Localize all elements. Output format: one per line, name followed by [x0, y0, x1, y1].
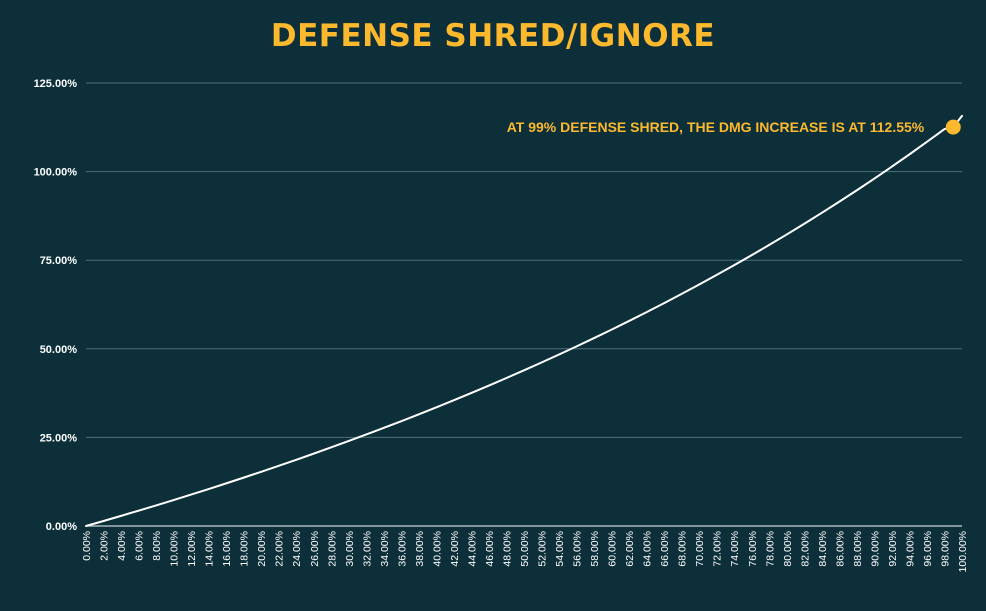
- x-tick-label: 74.00%: [729, 531, 741, 567]
- x-tick-label: 76.00%: [747, 531, 759, 567]
- x-tick-label: 30.00%: [344, 531, 356, 567]
- x-tick-label: 18.00%: [239, 531, 251, 567]
- x-tick-label: 6.00%: [134, 531, 146, 561]
- x-tick-label: 24.00%: [291, 531, 303, 567]
- x-tick-label: 4.00%: [116, 531, 128, 561]
- x-tick-label: 8.00%: [151, 531, 163, 561]
- x-tick-label: 46.00%: [484, 531, 496, 567]
- y-tick-label: 75.00%: [40, 255, 78, 267]
- x-tick-label: 40.00%: [431, 531, 443, 567]
- x-tick-label: 38.00%: [414, 531, 426, 567]
- x-tick-label: 0.00%: [81, 531, 93, 561]
- x-tick-label: 28.00%: [326, 531, 338, 567]
- x-tick-label: 36.00%: [396, 531, 408, 567]
- x-tick-label: 94.00%: [904, 531, 916, 567]
- x-tick-label: 44.00%: [466, 531, 478, 567]
- y-tick-label: 25.00%: [40, 432, 78, 444]
- x-tick-label: 60.00%: [607, 531, 619, 567]
- x-tick-label: 58.00%: [589, 531, 601, 567]
- x-tick-label: 86.00%: [834, 531, 846, 567]
- y-tick-label: 50.00%: [40, 344, 78, 356]
- highlight-point: [945, 119, 961, 135]
- x-tick-label: 96.00%: [922, 531, 934, 567]
- series-line: [85, 114, 963, 527]
- x-tick-label: 20.00%: [256, 531, 268, 567]
- x-tick-label: 32.00%: [361, 531, 373, 567]
- x-tick-label: 22.00%: [274, 531, 286, 567]
- x-tick-label: 92.00%: [887, 531, 899, 567]
- x-tick-label: 62.00%: [624, 531, 636, 567]
- x-tick-label: 50.00%: [519, 531, 531, 567]
- x-tick-label: 34.00%: [379, 531, 391, 567]
- x-tick-label: 48.00%: [501, 531, 513, 567]
- x-tick-label: 52.00%: [537, 531, 549, 567]
- x-tick-label: 12.00%: [186, 531, 198, 567]
- x-tick-label: 88.00%: [852, 531, 864, 567]
- annotation-label: AT 99% DEFENSE SHRED, THE DMG INCREASE I…: [507, 119, 925, 135]
- x-tick-label: 84.00%: [817, 531, 829, 567]
- x-tick-label: 56.00%: [572, 531, 584, 567]
- x-tick-label: 82.00%: [799, 531, 811, 567]
- x-tick-label: 54.00%: [554, 531, 566, 567]
- x-tick-label: 68.00%: [677, 531, 689, 567]
- x-tick-label: 78.00%: [764, 531, 776, 567]
- x-tick-label: 98.00%: [939, 531, 951, 567]
- x-tick-label: 66.00%: [659, 531, 671, 567]
- x-tick-label: 72.00%: [712, 531, 724, 567]
- x-tick-label: 100.00%: [957, 531, 969, 572]
- x-tick-label: 42.00%: [449, 531, 461, 567]
- x-tick-label: 80.00%: [782, 531, 794, 567]
- y-tick-label: 125.00%: [34, 78, 78, 90]
- x-tick-label: 10.00%: [169, 531, 181, 567]
- x-tick-label: 2.00%: [99, 531, 111, 561]
- y-tick-label: 100.00%: [34, 167, 78, 179]
- x-tick-label: 14.00%: [204, 531, 216, 567]
- x-tick-label: 16.00%: [221, 531, 233, 567]
- y-tick-label: 0.00%: [46, 521, 77, 533]
- x-tick-label: 90.00%: [869, 531, 881, 567]
- x-tick-label: 26.00%: [309, 531, 321, 567]
- x-tick-label: 64.00%: [642, 531, 654, 567]
- chart-title: DEFENSE SHRED/IGNORE: [270, 18, 716, 54]
- x-tick-label: 70.00%: [694, 531, 706, 567]
